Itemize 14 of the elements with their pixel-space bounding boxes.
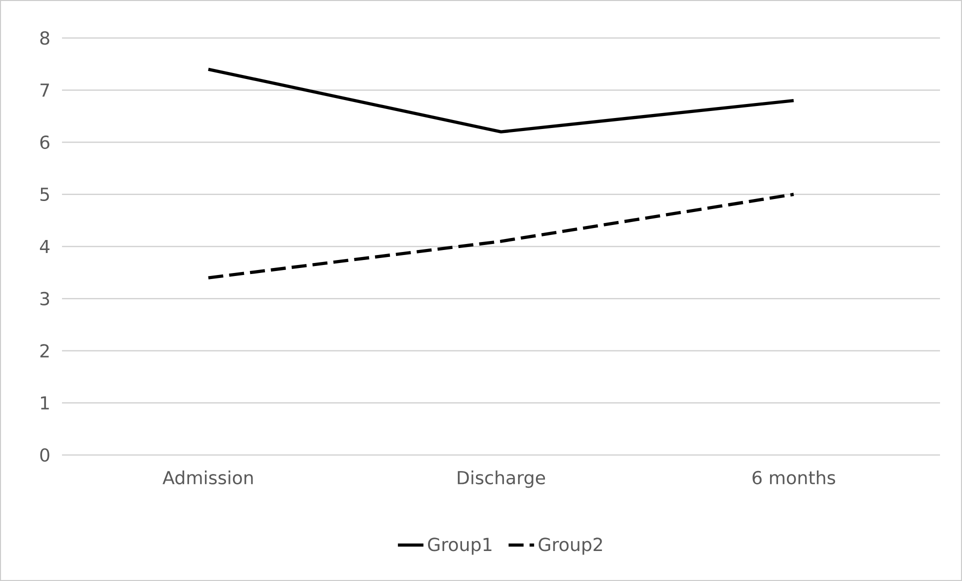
legend-label: Group1 [428, 538, 492, 555]
x-tick-label: Discharge [458, 470, 545, 488]
y-tick-label: 1 [41, 396, 49, 410]
y-tick-label: 2 [40, 344, 49, 358]
y-tick-label: 3 [40, 292, 50, 306]
y-tick-label: 0 [40, 448, 50, 462]
y-tick-label: 8 [40, 31, 50, 45]
y-tick-label: 5 [40, 188, 49, 202]
legend-label: Group2 [538, 538, 602, 555]
y-tick-label: 4 [40, 240, 50, 254]
x-tick-label: Admission [162, 470, 253, 484]
y-tick-label: 7 [40, 84, 49, 97]
y-tick-label: 6 [40, 135, 50, 150]
x-tick-label: 6 months [752, 470, 836, 484]
